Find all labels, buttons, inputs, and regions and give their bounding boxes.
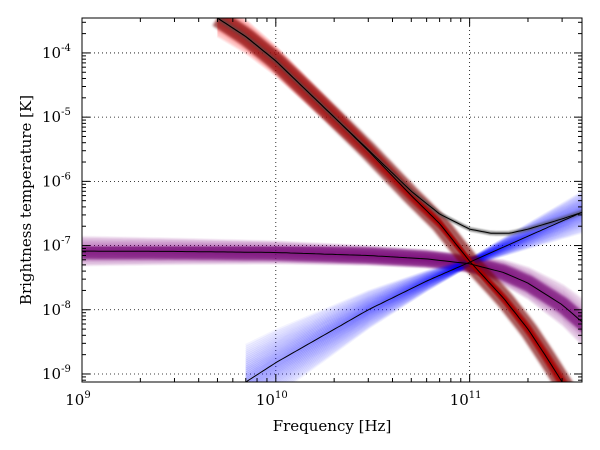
band-sample-line xyxy=(216,20,582,237)
series-lines xyxy=(82,18,582,382)
band-sample-line xyxy=(274,223,582,382)
band-sample-line xyxy=(264,218,582,382)
band-sample-line xyxy=(269,220,582,382)
y-tick-label: 10-6 xyxy=(42,171,71,190)
band-sample-line xyxy=(271,222,582,382)
band-sample-line xyxy=(245,203,582,371)
band-sample-line xyxy=(245,195,582,357)
band-sample-line xyxy=(281,226,582,382)
band-sample-line xyxy=(82,260,582,344)
band-sample-line xyxy=(245,199,582,363)
band-series-1 xyxy=(244,190,582,382)
band-sample-line xyxy=(288,229,582,382)
x-tick-labels: 109 1010 1011 xyxy=(65,390,481,409)
band-sample-line xyxy=(82,261,582,346)
band-sample-line xyxy=(245,204,582,373)
band-sample-line xyxy=(266,219,582,382)
series-line-3 xyxy=(217,18,582,234)
band-sample-line xyxy=(276,224,582,382)
band-sample-line xyxy=(216,18,582,235)
band-sample-line xyxy=(261,217,582,382)
band-sample-line xyxy=(217,18,582,234)
band-sample-line xyxy=(284,227,582,382)
band-sample-line xyxy=(286,228,582,382)
x-tick-label: 1010 xyxy=(256,390,288,409)
y-tick-label: 10-4 xyxy=(42,43,71,62)
band-sample-line xyxy=(245,190,582,347)
band-sample-line xyxy=(82,235,582,301)
y-tick-label: 10-5 xyxy=(42,107,71,126)
band-sample-line xyxy=(245,198,582,361)
y-tick-label: 10-7 xyxy=(42,236,71,255)
y-axis-label: Brightness temperature [K] xyxy=(17,95,35,305)
y-tick-label: 10-9 xyxy=(42,364,71,383)
band-sample-line xyxy=(245,201,582,367)
band-sample-line xyxy=(216,19,582,237)
band-sample-line xyxy=(256,215,582,382)
band-sample-line xyxy=(245,197,582,359)
y-tick-labels: 10-9 10-8 10-7 10-6 10-5 10-4 xyxy=(42,43,71,383)
band-sample-line xyxy=(82,237,582,305)
band-sample-line xyxy=(247,212,582,382)
band-sample-line xyxy=(279,225,582,382)
band-sample-line xyxy=(216,18,582,236)
band-sample-line xyxy=(245,205,582,375)
band-sample-line xyxy=(82,237,582,304)
band-sample-line xyxy=(220,18,582,233)
band-sample-line xyxy=(245,192,582,351)
band-sample-line xyxy=(245,206,582,377)
y-tick-label: 10-8 xyxy=(42,300,71,319)
band-sample-line xyxy=(245,193,582,353)
series-line-0 xyxy=(82,250,582,323)
band-sample-line xyxy=(245,194,582,355)
band-sample-line xyxy=(250,213,582,382)
band-sample-line xyxy=(216,18,582,237)
band-sample-line xyxy=(82,236,582,302)
grid-lines xyxy=(82,18,582,382)
band-sample-line xyxy=(258,216,582,382)
x-tick-label: 1011 xyxy=(450,390,482,409)
band-sample-line xyxy=(82,260,582,345)
plot-background xyxy=(82,18,582,382)
band-sample-line xyxy=(290,230,582,382)
band-sample-line xyxy=(245,207,582,379)
band-sample-line xyxy=(245,209,582,381)
x-tick-label: 109 xyxy=(65,390,90,409)
plot-frame xyxy=(81,17,583,383)
band-sample-line xyxy=(218,18,582,234)
series-line-1 xyxy=(245,211,582,382)
band-sample-line xyxy=(245,200,582,365)
x-axis-label: Frequency [Hz] xyxy=(273,417,392,435)
band-sample-line xyxy=(82,261,582,347)
axis-ticks xyxy=(81,18,582,382)
band-sample-line xyxy=(245,191,582,349)
band-sample-line xyxy=(253,214,582,382)
